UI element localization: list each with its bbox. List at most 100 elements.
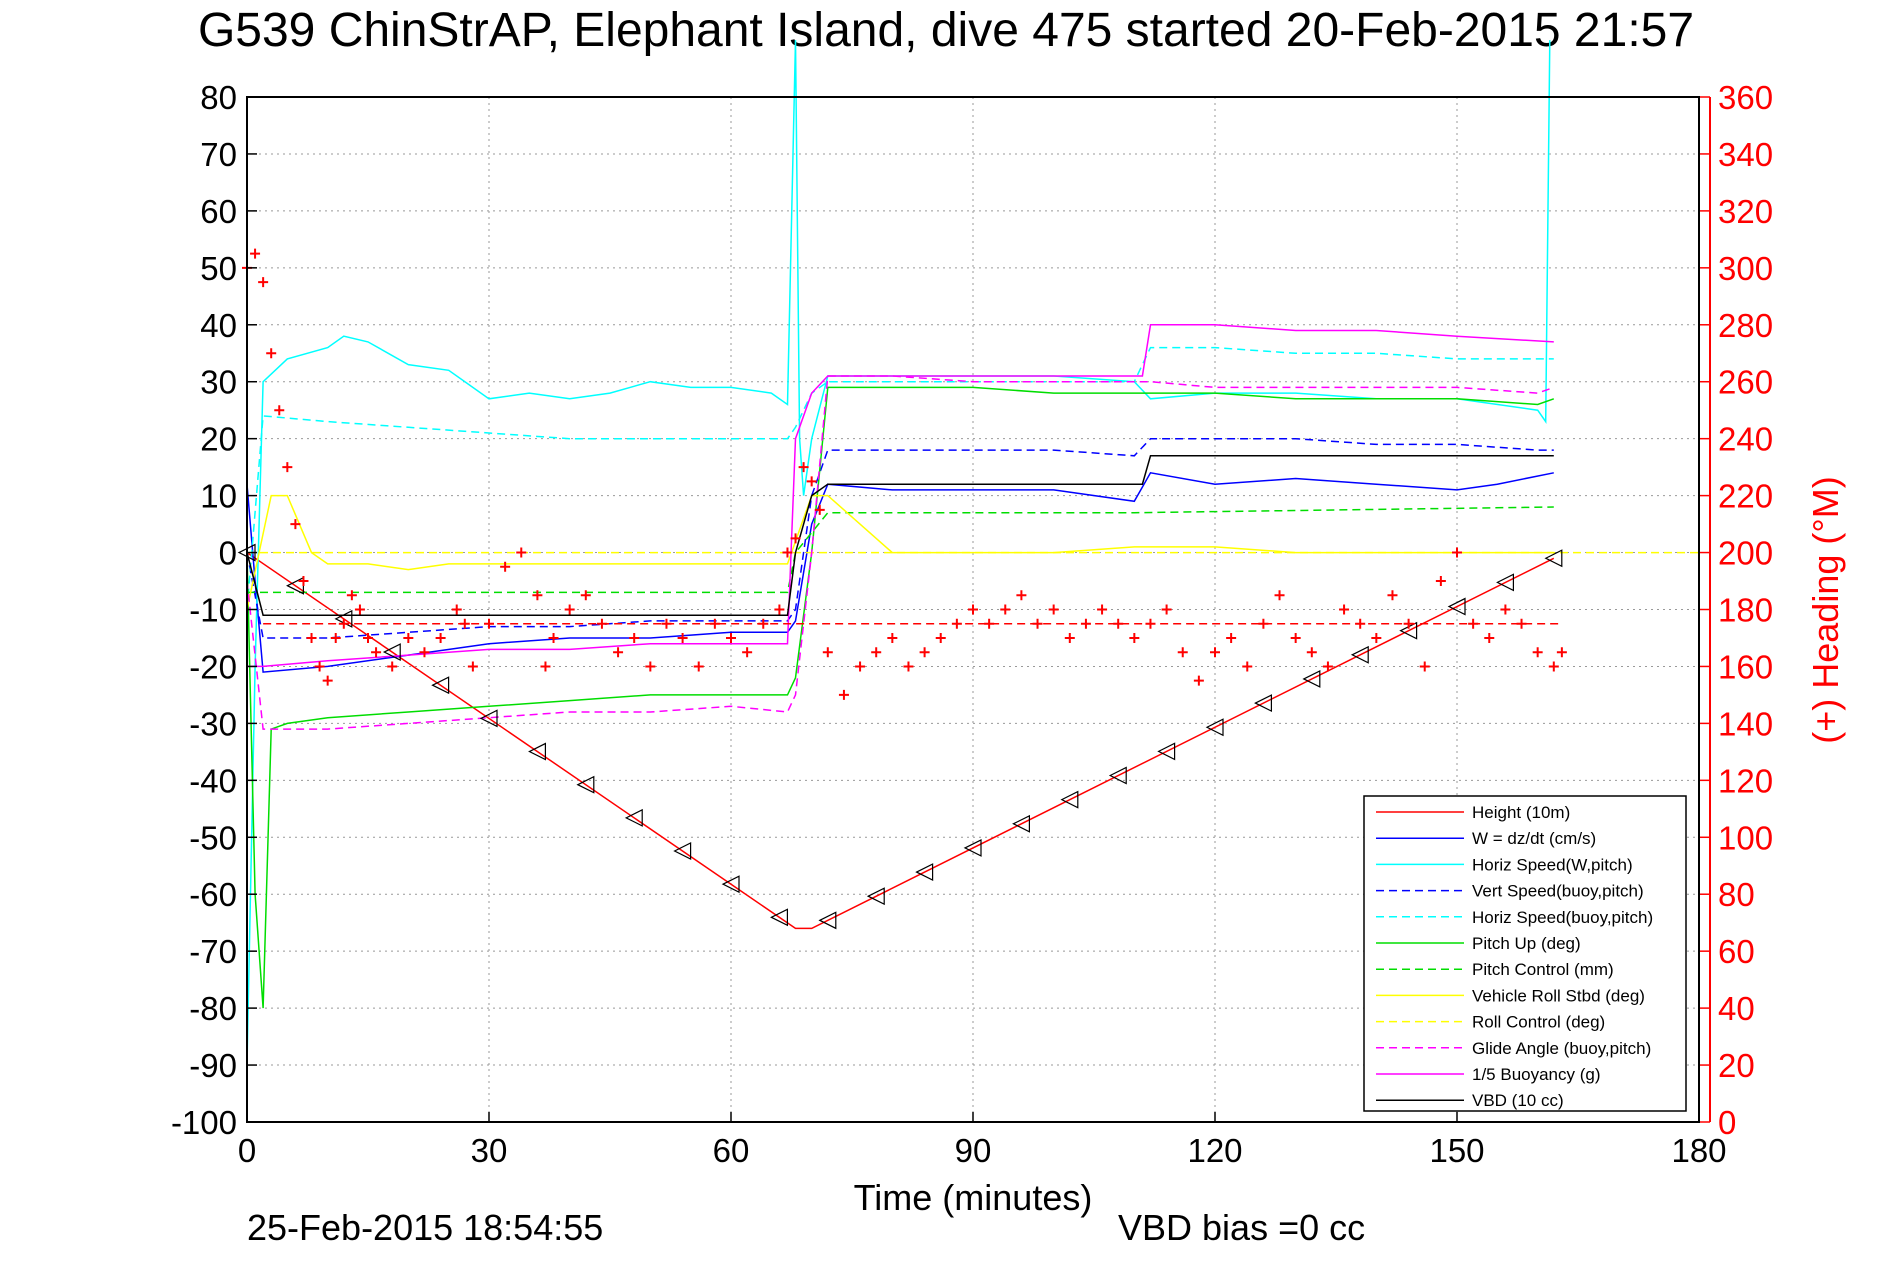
heading-point (822, 647, 833, 658)
depth-marker (528, 742, 547, 761)
heading-point (266, 348, 277, 359)
heading-point (258, 277, 269, 288)
depth-marker (431, 676, 450, 695)
heading-point (1556, 647, 1567, 658)
heading-point (500, 561, 511, 572)
y-tick-label: -80 (189, 990, 237, 1027)
series-line-1 (246, 471, 1554, 673)
x-axis-label: Time (minutes) (854, 1177, 1093, 1218)
legend-label: Height (10m) (1472, 803, 1570, 822)
heading-point (887, 632, 898, 643)
legend-label: Roll Control (deg) (1472, 1013, 1605, 1032)
depth-marker (818, 911, 837, 930)
heading-point (613, 647, 624, 658)
depth-marker (673, 842, 692, 860)
heading-point (726, 632, 736, 643)
heading-point (855, 661, 866, 672)
series-line-7 (246, 494, 1554, 610)
depth-marker (382, 643, 401, 662)
y-tick-label: -100 (171, 1104, 237, 1141)
heading-point (629, 632, 640, 643)
series-line-0 (246, 551, 1555, 930)
heading-point (1532, 647, 1543, 658)
y2-tick-label: 80 (1718, 876, 1755, 913)
depth-marker (1544, 549, 1563, 568)
depth-marker (1302, 669, 1321, 688)
x-tick-label: 150 (1429, 1132, 1484, 1169)
series-line-10 (247, 324, 1554, 668)
y-tick-label: 60 (200, 193, 237, 230)
heading-point (1161, 604, 1172, 615)
depth-marker (915, 863, 934, 882)
y-tick-label: 70 (200, 136, 237, 173)
heading-point (1210, 647, 1220, 658)
heading-point (314, 661, 325, 672)
heading-point (548, 632, 559, 643)
heading-point (1193, 675, 1204, 686)
heading-point (1452, 547, 1462, 558)
y2-tick-label: 180 (1718, 592, 1773, 629)
heading-point (540, 661, 551, 672)
depth-marker (1108, 766, 1127, 785)
depth-marker (1447, 597, 1466, 616)
y2-tick-label: 340 (1718, 136, 1773, 173)
depth-marker (624, 808, 643, 827)
y2-tick-label: 280 (1718, 307, 1773, 344)
y2-tick-label: 20 (1718, 1047, 1755, 1084)
legend-label: Horiz Speed(buoy,pitch) (1472, 908, 1653, 927)
depth-marker (721, 875, 740, 894)
heading-point (1339, 604, 1350, 615)
y2-tick-label: 320 (1718, 193, 1773, 230)
heading-point (467, 661, 478, 672)
depth-marker (1157, 742, 1176, 761)
y-tick-label: 40 (200, 307, 237, 344)
heading-point (903, 661, 914, 672)
heading-point (387, 661, 398, 672)
x-tick-label: 0 (238, 1132, 256, 1169)
heading-point (968, 604, 978, 615)
heading-point (282, 462, 293, 473)
legend-label: VBD (10 cc) (1472, 1091, 1564, 1110)
heading-point (790, 533, 801, 544)
legend-label: Vert Speed(buoy,pitch) (1472, 882, 1644, 901)
series-line-6 (247, 506, 1554, 594)
depth-marker (1205, 718, 1224, 737)
heading-point (1016, 590, 1027, 601)
y2-tick-label: 120 (1718, 762, 1773, 799)
y2-tick-label: 160 (1718, 648, 1773, 685)
heading-point (1484, 632, 1495, 643)
timestamp-footer: 25-Feb-2015 18:54:55 (247, 1207, 603, 1248)
y2-tick-label: 220 (1718, 478, 1773, 515)
x-tick-label: 30 (471, 1132, 508, 1169)
heading-point (1435, 576, 1446, 587)
heading-point (645, 661, 656, 672)
heading-point (1097, 604, 1108, 615)
heading-point (1129, 632, 1140, 643)
plot-frame (246, 96, 1700, 1123)
heading-point (322, 675, 333, 686)
heading-point (1048, 604, 1059, 615)
y2-tick-label: 140 (1718, 705, 1773, 742)
x-tick-label: 60 (713, 1132, 750, 1169)
axis-ticks: 0 30 60 90 120 150 18080706050403020100-10-20-… (171, 79, 1773, 1169)
y2-tick-label: 360 (1718, 79, 1773, 116)
y2-axis-label: (+) Heading (°M) (1805, 476, 1846, 743)
heading-point (1548, 661, 1559, 672)
depth-marker (479, 709, 498, 728)
y-tick-label: -60 (189, 876, 237, 913)
y2-tick-label: 240 (1718, 421, 1773, 458)
heading-point (1306, 647, 1317, 658)
x-tick-label: 180 (1671, 1132, 1726, 1169)
depth-marker (963, 838, 982, 857)
depth-marker (1012, 814, 1031, 833)
y-tick-label: -20 (189, 648, 237, 685)
depth-marker (866, 887, 885, 906)
heading-point (1064, 632, 1075, 643)
heading-point (838, 689, 849, 700)
heading-point (871, 647, 882, 658)
heading-point (580, 590, 591, 601)
y2-tick-label: 40 (1718, 990, 1755, 1027)
heading-point (330, 632, 341, 643)
legend-box (1363, 795, 1687, 1112)
y-tick-label: -70 (189, 933, 237, 970)
